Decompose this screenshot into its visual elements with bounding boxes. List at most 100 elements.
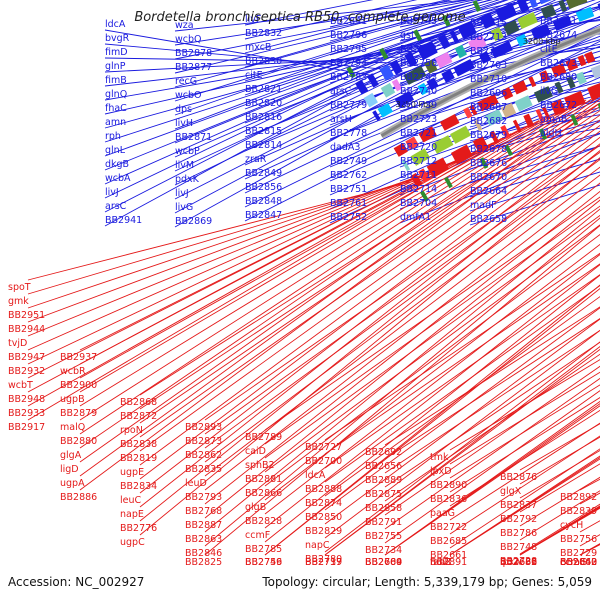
reverse-gene-label: BB2755 bbox=[365, 531, 402, 542]
forward-callout-line bbox=[399, 5, 600, 56]
reverse-gene-label: BB2888 bbox=[305, 484, 342, 495]
backbone-line bbox=[380, 28, 600, 138]
feature-block bbox=[575, 6, 595, 22]
feature-block bbox=[438, 34, 451, 50]
forward-callout-line bbox=[244, 0, 507, 82]
forward-callout-line bbox=[104, 22, 470, 157]
reverse-gene-label: BB2900 bbox=[60, 380, 97, 391]
forward-gene-label: BB2715 bbox=[470, 18, 507, 29]
reverse-gene-labels: spoT gmk BB2951 BB2944 tvjD BB2947 BB2932 wcbT B… bbox=[8, 282, 597, 568]
feature-block bbox=[403, 65, 427, 85]
forward-callout-line bbox=[329, 0, 493, 42]
reverse-callout-line bbox=[449, 384, 600, 479]
forward-callout-line bbox=[244, 40, 600, 222]
forward-gene-label: madF bbox=[470, 200, 497, 211]
reverse-gene-label: BB2836 bbox=[430, 494, 467, 505]
reverse-gene-label: ugpA bbox=[60, 478, 85, 489]
reverse-callout-line bbox=[324, 296, 600, 497]
feature-block bbox=[424, 59, 438, 74]
reverse-gene-label: BB2829 bbox=[305, 526, 342, 537]
feature-track-1 bbox=[355, 0, 552, 95]
feature-block bbox=[380, 82, 396, 98]
forward-gene-label: BB2721 bbox=[400, 128, 437, 139]
feature-block bbox=[469, 104, 478, 116]
forward-gene-label: BB2712 bbox=[400, 156, 437, 167]
reverse-callout-line bbox=[449, 422, 600, 521]
reverse-callout-line bbox=[324, 263, 600, 455]
feature-block bbox=[590, 64, 600, 79]
feature-block bbox=[516, 0, 530, 13]
reverse-callout-line bbox=[204, 217, 600, 547]
reverse-callout-line bbox=[324, 346, 600, 556]
reverse-gene-label: glgX bbox=[500, 486, 522, 497]
feature-block bbox=[554, 81, 564, 94]
reverse-gene-label: BB2776 bbox=[120, 523, 157, 534]
reverse-gene-label: ugpB bbox=[60, 394, 85, 405]
reverse-callout-line bbox=[27, 156, 466, 337]
reverse-callout-line bbox=[384, 329, 600, 474]
reverse-gene-label: fabZ bbox=[430, 557, 452, 568]
reverse-callout-line bbox=[139, 105, 600, 410]
reverse-callout-line bbox=[79, 107, 568, 407]
feature-block bbox=[541, 106, 551, 120]
reverse-callout-line bbox=[264, 224, 600, 473]
forward-gene-label: BB2703 bbox=[470, 60, 507, 71]
reverse-callout-line bbox=[264, 234, 600, 487]
feature-block bbox=[495, 2, 518, 23]
feature-track-4 bbox=[393, 51, 596, 157]
reverse-gene-label: BB2789 bbox=[245, 432, 282, 443]
forward-gene-label: BB2710 bbox=[470, 74, 507, 85]
reverse-callout-line bbox=[27, 147, 484, 365]
forward-gene-label: citE bbox=[245, 70, 263, 81]
reverse-gene-label: BB2700 bbox=[305, 456, 342, 467]
reverse-callout-line bbox=[79, 102, 600, 491]
forward-callout-line bbox=[174, 0, 567, 200]
reverse-gene-label: BB2947 bbox=[8, 352, 45, 363]
reverse-gene-label: BB2839 bbox=[560, 506, 597, 517]
genome-backbone bbox=[379, 26, 600, 139]
forward-gene-label: recG bbox=[175, 76, 197, 87]
feature-block bbox=[472, 136, 489, 153]
reverse-gene-label: wcbR bbox=[60, 366, 86, 377]
reverse-gene-label: BB2840 bbox=[560, 557, 597, 568]
reverse-gene-label: BB2768 bbox=[185, 506, 222, 517]
reverse-gene-label: wcbT bbox=[8, 380, 33, 391]
forward-gene-label: BB2794 bbox=[330, 58, 367, 69]
forward-gene-label: BB2658 bbox=[470, 214, 507, 225]
forward-gene-label: BB2680 bbox=[540, 72, 577, 83]
forward-callout-line bbox=[329, 25, 600, 126]
reverse-gene-label: rpoN bbox=[120, 425, 143, 436]
reverse-gene-label: BB2663 bbox=[560, 557, 597, 568]
reverse-gene-label: BB2785 bbox=[245, 544, 282, 555]
forward-gene-label: livF bbox=[245, 14, 261, 25]
reverse-gene-label: BB2748 bbox=[500, 542, 537, 553]
feature-block bbox=[490, 27, 504, 41]
feature-block bbox=[587, 83, 600, 101]
forward-gene-label: wcbQ bbox=[175, 34, 202, 45]
reverse-gene-label: BB2838 bbox=[120, 439, 157, 450]
reverse-callout-line bbox=[204, 174, 600, 477]
feature-block bbox=[472, 0, 482, 12]
forward-gene-label: BB2672 bbox=[540, 100, 577, 111]
forward-callout-line bbox=[399, 121, 600, 196]
feature-block bbox=[453, 59, 475, 77]
reverse-gene-label: BB2892 bbox=[560, 492, 597, 503]
reverse-callout-line bbox=[204, 199, 600, 519]
feature-track-5 bbox=[401, 64, 600, 172]
forward-callout-line bbox=[174, 0, 577, 214]
reverse-callout-line bbox=[139, 124, 600, 466]
kbp-label: 3200 kbp bbox=[523, 37, 561, 46]
feature-block bbox=[577, 54, 587, 67]
feature-block bbox=[480, 12, 496, 29]
feature-block bbox=[420, 190, 429, 203]
reverse-gene-label: ccmE bbox=[560, 557, 586, 568]
genome-summary-text: Topology: circular; Length: 5,339,179 bp… bbox=[262, 575, 592, 589]
feature-block bbox=[410, 148, 431, 166]
feature-block bbox=[484, 109, 504, 126]
reverse-gene-label: BB2746 bbox=[245, 557, 282, 568]
reverse-gene-label: BB2709 bbox=[365, 557, 402, 568]
kbp-label: 3250 kbp bbox=[395, 100, 433, 109]
reverse-callout-line bbox=[204, 182, 600, 491]
